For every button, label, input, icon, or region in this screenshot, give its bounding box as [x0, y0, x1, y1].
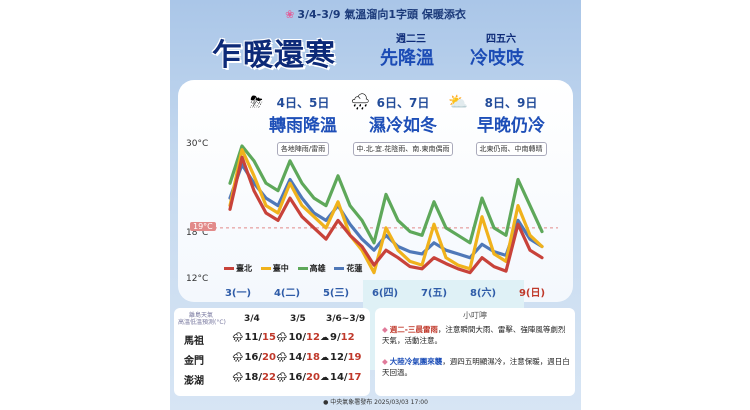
weather-poster: ❀ 3/4-3/9 氣溫溜向1字頭 保暖添衣 乍暖還寒 週二三 先降溫 四五六 冷…	[170, 0, 581, 410]
penghu-d3: ☁14/17	[320, 372, 362, 383]
rain-cloud-icon: 🌧	[350, 92, 371, 111]
rain-icon: 🌧	[232, 333, 244, 343]
footer-credit: ● 中央氣象署發布 2025/03/03 17:00	[323, 399, 428, 406]
reference-label: 19°C	[190, 222, 216, 231]
tips-title: 小叮嚀	[463, 311, 487, 320]
temperature-chart	[214, 144, 558, 275]
islands-col-3: 3/6~3/9	[326, 314, 366, 324]
top-headline: ❀ 3/4-3/9 氣溫溜向1字頭 保暖添衣	[170, 6, 581, 22]
chart-panel: ⛈ 🌧 ⛅ 4日、5日 轉雨降溫 各地陣雨/雷雨 6日、7日 濕冷如冬 中.北.…	[178, 80, 573, 370]
x-label-3: 3(一)	[224, 288, 252, 299]
y-tick-12: 12°C	[186, 274, 209, 284]
series-line-2	[228, 144, 544, 245]
islands-col-2: 3/5	[290, 314, 306, 324]
rain-icon: 🌧	[276, 373, 288, 383]
matsu-d1: 🌧11/15	[232, 332, 276, 343]
phase-1-tag: 各地陣雨/雷雨	[276, 142, 330, 156]
x-label-6: 6(四)	[371, 288, 399, 299]
y-tick-30: 30°C	[186, 139, 209, 149]
tip-1: ◆ 週二-三晨雷雨，注意瞬間大雨、雷擊、強陣風等劇烈天氣，活動注意。	[382, 325, 566, 345]
pin-icon: ◆	[382, 357, 388, 366]
rain-icon: 🌧	[232, 353, 244, 363]
thunderstorm-icon: ⛈	[250, 92, 263, 111]
cloud-icon: ☁	[320, 373, 329, 383]
subtitle-2-days: 四五六	[486, 34, 516, 45]
x-label-9: 9(日)	[518, 288, 546, 299]
x-label-7: 7(五)	[420, 288, 448, 299]
phase-2: 6日、7日 濕冷如冬 中.北.宜.花陰雨、南.東南偶雨	[343, 94, 463, 156]
legend-kaohsiung: 高雄	[297, 263, 326, 274]
legend: 臺北 臺中 高雄 花蓮	[224, 263, 368, 274]
kinmen-d3: ☁12/19	[320, 352, 362, 363]
phase-3-tag: 北東仍雨、中南轉晴	[475, 142, 547, 156]
kinmen-d1: 🌧16/20	[232, 352, 276, 363]
subtitle-1: 先降溫	[380, 48, 434, 69]
cwa-logo-icon: ●	[323, 399, 329, 406]
cloud-icon: ☁	[320, 333, 329, 343]
matsu-d3: ☁9/12	[320, 332, 355, 343]
x-label-4: 4(二)	[273, 288, 301, 299]
matsu-d2: 🌧10/12	[276, 332, 320, 343]
partly-sunny-icon: ⛅	[448, 92, 468, 111]
island-kinmen: 金門	[184, 356, 204, 367]
phase-3-phrase: 早晚仍冷	[477, 116, 545, 136]
penghu-d1: 🌧18/22	[232, 372, 276, 383]
phase-2-tag: 中.北.宜.花陰雨、南.東南偶雨	[352, 142, 454, 156]
islands-header: 離島天氣 高溫低溫預測(°C)	[178, 312, 226, 326]
island-penghu: 澎湖	[184, 376, 204, 387]
phase-2-phrase: 濕冷如冬	[369, 116, 437, 136]
legend-taichung: 臺中	[260, 263, 289, 274]
islands-card	[174, 308, 370, 396]
series-line-3	[228, 163, 544, 260]
x-label-8: 8(六)	[469, 288, 497, 299]
main-title: 乍暖還寒	[212, 38, 336, 73]
series-line-1	[228, 148, 544, 275]
series-line-0	[228, 155, 544, 275]
cloud-icon: ☁	[320, 353, 329, 363]
subtitle-2: 冷吱吱	[470, 48, 524, 69]
phase-3: 8日、9日 早晚仍冷 北東仍雨、中南轉晴	[461, 94, 561, 156]
y-tick-18: 18°C	[186, 228, 209, 238]
rain-icon: 🌧	[276, 353, 288, 363]
phase-1: 4日、5日 轉雨降溫 各地陣雨/雷雨	[258, 94, 348, 156]
tip-2: ◆ 大陸冷氣團來襲，週四五明顯濕冷，注意保暖，週日白天回溫。	[382, 357, 570, 377]
island-matsu: 馬祖	[184, 336, 204, 347]
islands-header-line2: 高溫低溫預測(°C)	[178, 319, 226, 326]
phase-2-date: 6日、7日	[376, 96, 430, 110]
islands-header-line1: 離島天氣	[188, 312, 213, 319]
tips-card	[375, 308, 575, 396]
legend-taipei: 臺北	[224, 263, 252, 274]
top-headline-text: 3/4-3/9 氣溫溜向1字頭 保暖添衣	[297, 8, 466, 21]
phase-1-date: 4日、5日	[276, 96, 330, 110]
rain-icon: 🌧	[232, 373, 244, 383]
subtitle-1-days: 週二三	[396, 34, 426, 45]
legend-hualien: 花蓮	[334, 263, 362, 274]
flower-icon: ❀	[285, 8, 295, 21]
phase-3-date: 8日、9日	[484, 96, 538, 110]
kinmen-d2: 🌧14/18	[276, 352, 320, 363]
rain-icon: 🌧	[276, 333, 288, 343]
penghu-d2: 🌧16/20	[276, 372, 320, 383]
x-label-5: 5(三)	[322, 288, 350, 299]
islands-col-1: 3/4	[244, 314, 260, 324]
pin-icon: ◆	[382, 325, 388, 334]
phase-1-phrase: 轉雨降溫	[269, 116, 337, 136]
